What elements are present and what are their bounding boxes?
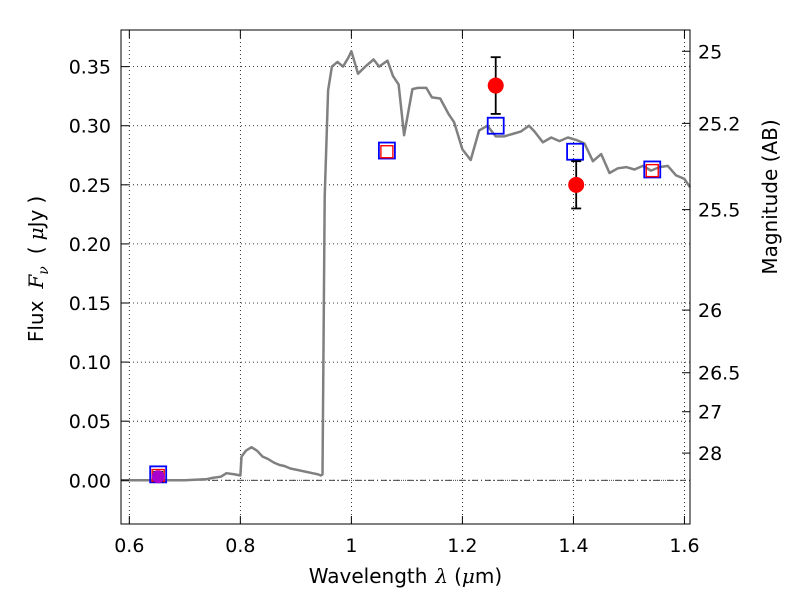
x-axis-label: Wavelength λ (μm) — [309, 564, 502, 588]
x-tick-label: 0.6 — [114, 535, 144, 557]
y2-tick-label: 26 — [698, 300, 722, 322]
y-axis-label-unit-symbol: μ — [24, 227, 48, 240]
x-axis-label-unit-symbol: μ — [462, 564, 475, 588]
spectrum-line — [121, 50, 692, 482]
y-tick-label: 0.35 — [69, 57, 111, 79]
model-inner-point — [380, 145, 394, 159]
x-tick-label: 1 — [345, 535, 357, 557]
points-group — [149, 56, 662, 484]
series-group — [121, 50, 692, 482]
y-axis-label-unit: Jy — [24, 209, 48, 229]
y2-axis-label: Magnitude (AB) — [758, 119, 782, 274]
y2-tick-label: 25.2 — [698, 113, 740, 135]
x-axis-label-unit: m — [475, 564, 494, 588]
x-axis-label-close: ) — [494, 564, 502, 588]
model-point — [378, 141, 396, 160]
y-tick-label: 0.25 — [69, 175, 111, 197]
y-axis-label-close: ) — [24, 196, 48, 204]
y-axis-label-symbol: F — [24, 274, 48, 290]
model-point — [486, 116, 505, 135]
plot-frame — [120, 29, 691, 525]
y2-tick-label: 25 — [698, 41, 722, 63]
x-axis-label-prefix: Wavelength — [309, 564, 428, 588]
x-tick-label: 1.6 — [669, 535, 699, 557]
y-tick-label: 0.30 — [69, 116, 111, 138]
x-tick-label: 1.2 — [447, 535, 477, 557]
ticks-group — [121, 30, 690, 524]
y-axis-label: Flux Fν ( μJy) — [24, 196, 52, 342]
x-axis-label-symbol: λ — [434, 564, 448, 588]
tick-labels-group: 0.6 0.8 1 1.2 1.4 1.6 0.00 0.05 0.10 0.15 0.20 0.25… — [69, 41, 741, 557]
y-tick-label: 0.00 — [69, 470, 111, 492]
y-tick-label: 0.15 — [69, 293, 111, 315]
y2-tick-label: 27 — [698, 402, 722, 424]
y-tick-label: 0.10 — [69, 352, 111, 374]
y2-tick-label: 25.5 — [698, 200, 740, 222]
y2-tick-label: 28 — [698, 443, 722, 465]
y-axis-label-prefix: Flux — [24, 300, 48, 342]
y2-tick-label: 26.5 — [698, 363, 740, 385]
observed-point — [487, 77, 504, 94]
y-tick-label: 0.20 — [69, 234, 111, 256]
x-tick-label: 1.4 — [558, 535, 588, 557]
y-axis-label-subscript: ν — [36, 266, 52, 275]
y-axis-label-open: ( — [24, 246, 48, 254]
grid — [121, 30, 690, 524]
model-inner-point — [645, 163, 659, 178]
model-point — [643, 160, 662, 179]
observed-point — [568, 176, 585, 193]
x-tick-label: 0.8 — [225, 535, 255, 557]
observed-low-point — [151, 470, 165, 484]
model-point — [566, 142, 584, 161]
x-axis-label-open: ( — [454, 564, 462, 588]
y-tick-label: 0.05 — [69, 411, 111, 433]
